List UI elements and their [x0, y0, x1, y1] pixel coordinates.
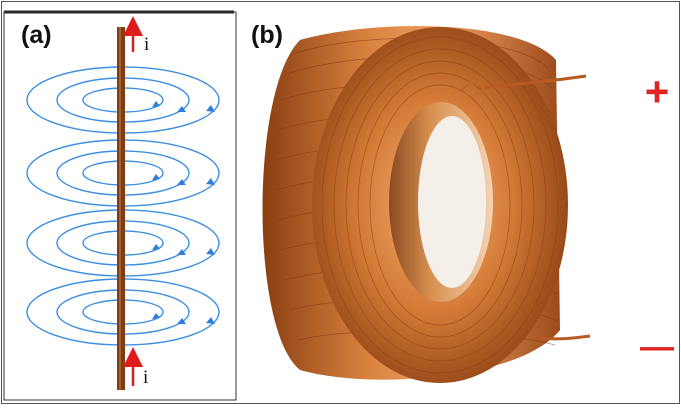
positive-terminal-sign: +	[645, 68, 670, 115]
panel-a-label: (a)	[21, 21, 52, 49]
coil-lead-top	[477, 74, 587, 90]
coil-lead-bottom	[539, 334, 591, 341]
panel-a-border	[3, 11, 237, 401]
panel-a-straight-wire: i i	[3, 10, 237, 401]
current-symbol-top: i	[144, 34, 149, 55]
panel-b-label: (b)	[251, 21, 283, 49]
negative-terminal-sign: —	[640, 328, 674, 366]
field-direction-arrows	[152, 101, 215, 324]
panel-b-copper-coil: + —	[262, 26, 674, 383]
current-symbol-bottom: i	[143, 367, 148, 388]
